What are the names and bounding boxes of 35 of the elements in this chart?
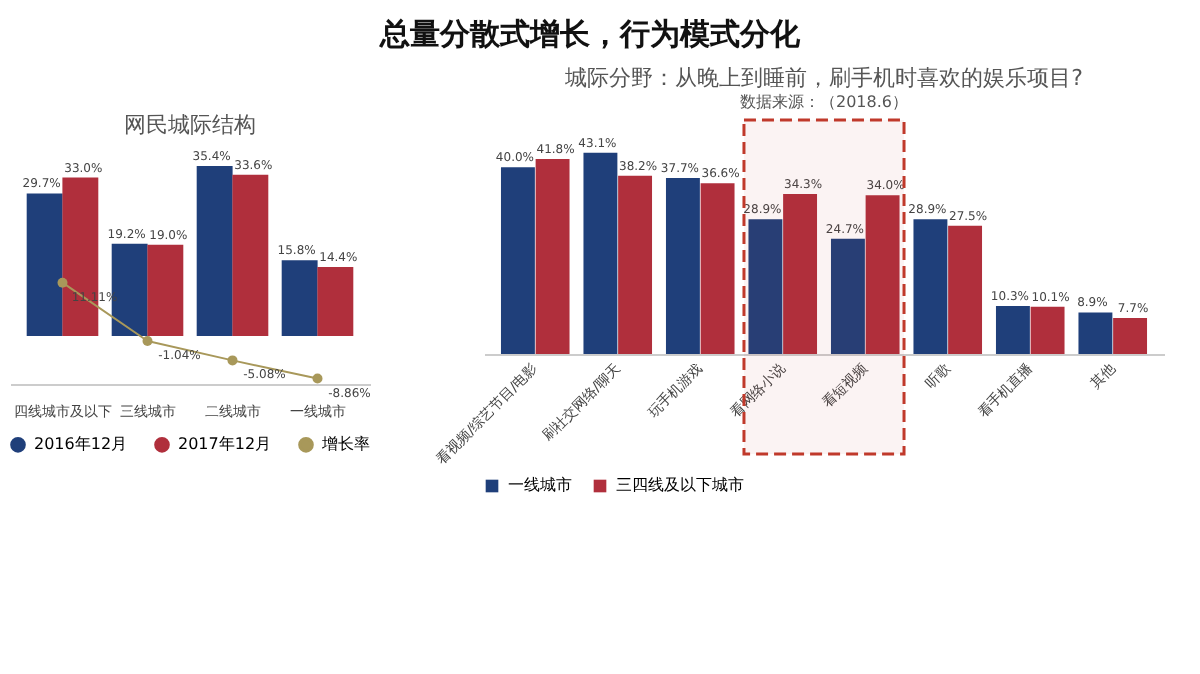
bar [317, 266, 354, 336]
bar [26, 193, 63, 336]
bar [700, 183, 735, 354]
bar [830, 238, 865, 354]
point [57, 277, 68, 288]
point [227, 355, 238, 366]
bar [1113, 318, 1148, 354]
bar [995, 305, 1030, 354]
bar [748, 219, 783, 354]
legend-label: 一线城市 [508, 476, 572, 494]
legend-label: 2016年12月 [34, 434, 128, 453]
point [142, 336, 153, 346]
legend-label: 增长率 [320, 434, 370, 453]
bar [1030, 306, 1065, 354]
point [312, 373, 323, 384]
bar [535, 158, 570, 354]
chart-subtitle: 数据来源：（2018.6） [740, 92, 908, 111]
bar [913, 219, 948, 354]
bar [147, 244, 184, 336]
bar [1078, 312, 1113, 354]
bar [232, 174, 269, 336]
bar [618, 175, 653, 354]
bar [281, 260, 318, 336]
bar [196, 166, 233, 336]
bar [665, 178, 700, 354]
chart-title: 城际分野：从晚上到睡前，刷手机时喜欢的娱乐项目? [563, 64, 1084, 91]
bar [948, 225, 983, 354]
chart-title: 网民城际结构 [124, 112, 256, 138]
bar [500, 167, 535, 354]
bar [783, 193, 818, 354]
bar [583, 152, 618, 354]
legend-label: 三四线及以下城市 [616, 476, 744, 494]
bar [865, 195, 900, 354]
text: 总量分散式增长，行为模式分化 [378, 16, 802, 52]
legend-label: 2017年12月 [178, 434, 272, 453]
